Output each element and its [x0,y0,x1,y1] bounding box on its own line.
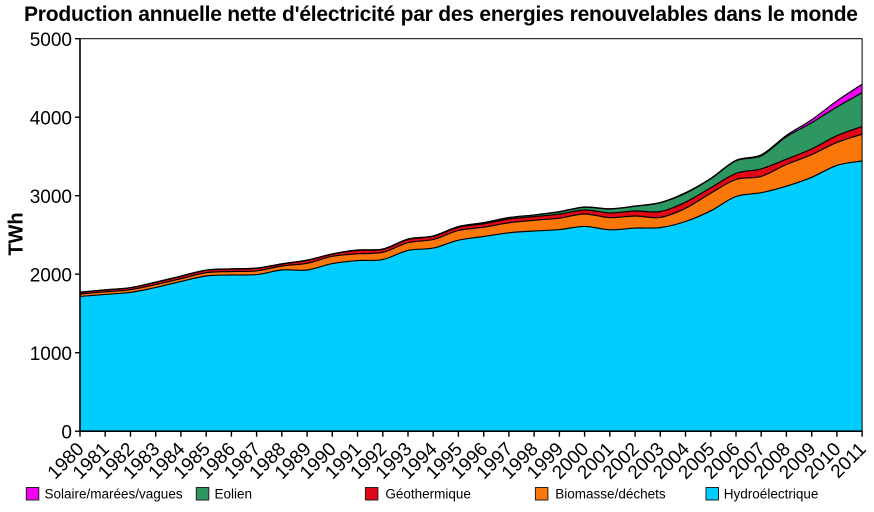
svg-text:Hydroélectrique: Hydroélectrique [724,487,819,502]
svg-text:5000: 5000 [30,30,72,51]
svg-text:TWh: TWh [5,212,27,255]
svg-text:Biomasse/déchets: Biomasse/déchets [555,487,666,502]
svg-text:2000: 2000 [30,266,72,287]
svg-text:1000: 1000 [30,344,72,365]
svg-text:Production annuelle nette d'él: Production annuelle nette d'électricité … [24,3,858,26]
svg-text:4000: 4000 [30,109,72,130]
svg-text:Eolien: Eolien [215,487,253,502]
svg-text:Géothermique: Géothermique [385,487,471,502]
svg-text:0: 0 [61,423,72,444]
svg-text:3000: 3000 [30,187,72,208]
svg-text:Solaire/marées/vagues: Solaire/marées/vagues [45,487,183,502]
